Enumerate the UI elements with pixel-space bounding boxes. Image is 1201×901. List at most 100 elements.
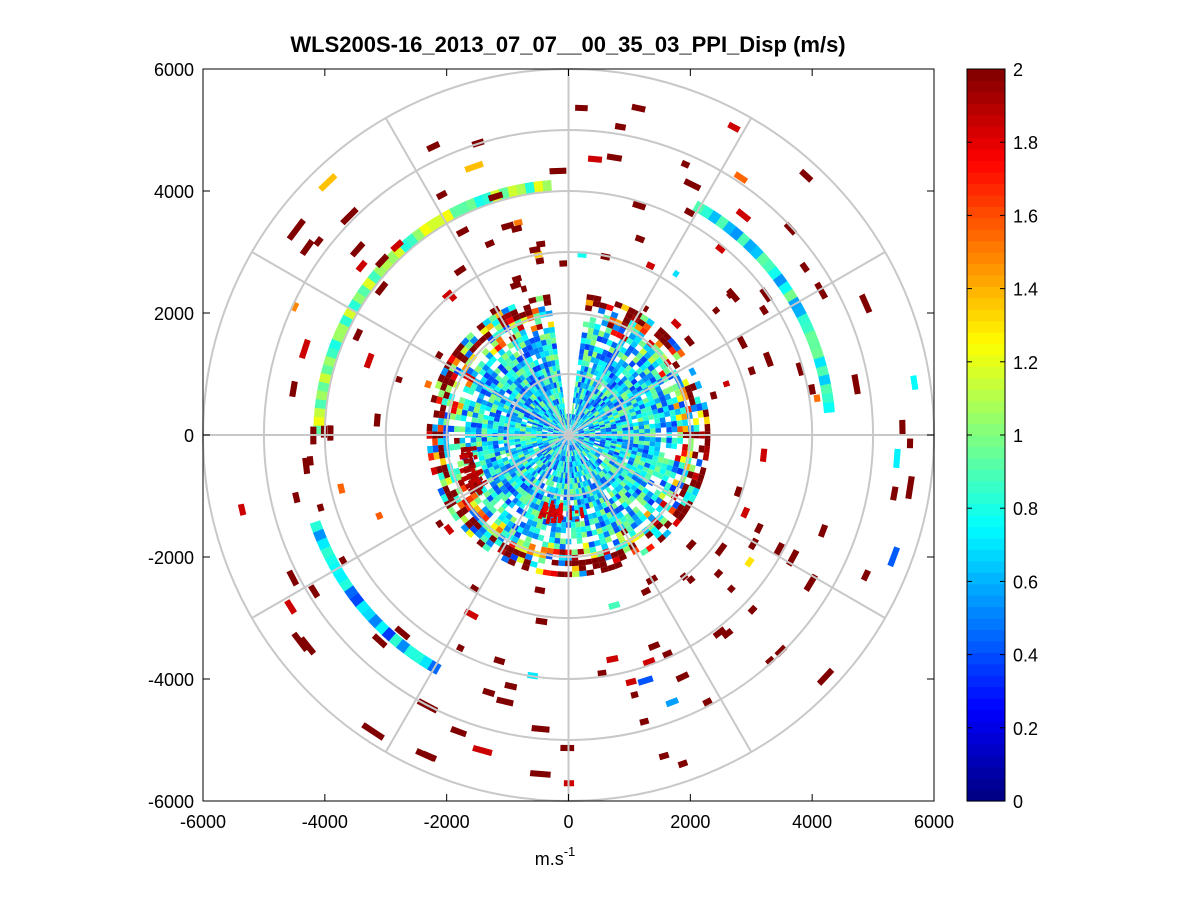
data-cell [582, 407, 587, 413]
data-cell [519, 428, 526, 432]
data-cell [483, 331, 493, 340]
data-cell [581, 487, 586, 494]
data-cell [561, 403, 564, 409]
data-cell [611, 436, 618, 439]
data-cell [547, 474, 552, 481]
data-cell [605, 370, 612, 377]
data-cell [526, 530, 534, 538]
data-cell [584, 436, 590, 438]
data-cell [573, 432, 579, 434]
data-cell [553, 405, 557, 412]
scatter-cell [859, 293, 873, 314]
data-cell [543, 442, 549, 446]
data-cell [490, 491, 499, 499]
data-cell [533, 515, 540, 523]
data-cell [604, 407, 611, 413]
data-cell [584, 395, 590, 402]
scatter-cell [818, 524, 829, 538]
data-cell [523, 402, 530, 408]
data-cell [542, 379, 548, 386]
data-cell [527, 397, 534, 404]
data-cell [580, 464, 585, 470]
data-cell [678, 400, 686, 409]
data-cell [583, 395, 588, 401]
scatter-cell [645, 261, 656, 271]
data-cell [519, 409, 526, 414]
data-cell [669, 409, 676, 417]
data-cell [590, 457, 596, 463]
data-cell [562, 477, 566, 484]
data-cell [586, 378, 592, 385]
data-cell [599, 520, 606, 528]
data-cell [460, 506, 469, 515]
data-cell [569, 483, 573, 490]
data-cell [692, 472, 700, 481]
data-cell [591, 334, 598, 341]
data-cell [618, 474, 625, 481]
data-cell [682, 419, 689, 426]
scatter-cell [816, 667, 835, 686]
data-cell [594, 453, 600, 458]
data-cell [553, 452, 558, 458]
data-cell [593, 295, 602, 303]
data-cell [606, 351, 613, 359]
data-cell [593, 410, 599, 416]
data-cell [659, 361, 668, 370]
data-cell [437, 472, 445, 481]
data-cell [514, 458, 521, 464]
data-cell [583, 497, 589, 504]
scatter-cell [535, 257, 545, 265]
data-cell [602, 374, 609, 382]
data-cell [626, 391, 634, 398]
data-cell [592, 300, 601, 308]
data-cell [575, 375, 580, 382]
data-cell [585, 338, 592, 345]
data-cell [525, 438, 532, 441]
scatter-cell [606, 153, 623, 162]
grid-spoke [567, 434, 753, 753]
data-cell [571, 419, 574, 426]
data-cell [677, 437, 683, 444]
data-cell [650, 493, 659, 502]
data-cell [528, 543, 536, 551]
data-cell [519, 398, 526, 405]
data-cell [673, 460, 680, 468]
data-cell [536, 427, 543, 431]
data-cell [594, 475, 600, 482]
data-cell [537, 534, 545, 542]
data-cell [639, 313, 649, 323]
scatter-cell [292, 491, 301, 504]
data-cell [503, 460, 510, 466]
data-cell [590, 368, 596, 375]
data-cell [511, 415, 518, 420]
data-cell [572, 402, 575, 409]
data-cell [561, 427, 566, 432]
data-cell [519, 436, 526, 439]
data-cell [562, 414, 565, 420]
colorbar-tick-label: 0 [1013, 792, 1023, 812]
data-cell [485, 405, 492, 412]
data-cell [528, 374, 535, 382]
data-cell [542, 569, 551, 576]
data-cell [649, 399, 656, 406]
data-cell [578, 559, 586, 566]
data-cell [605, 464, 612, 471]
data-cell [483, 490, 491, 499]
data-cell [617, 326, 626, 335]
data-cell [569, 439, 571, 446]
data-cell [600, 435, 607, 438]
data-cell [633, 381, 641, 389]
colorbar-swatch [967, 469, 1005, 482]
data-cell [439, 478, 448, 488]
data-cell [671, 426, 678, 433]
data-cell [578, 431, 585, 434]
data-cell [525, 493, 532, 500]
data-cell [627, 404, 634, 410]
colorbar-swatch [967, 778, 1005, 791]
data-cell [616, 425, 623, 429]
arc-cell [820, 383, 833, 396]
data-cell [645, 543, 655, 553]
data-cell [635, 367, 644, 375]
data-cell [466, 494, 475, 504]
data-cell [581, 360, 587, 367]
